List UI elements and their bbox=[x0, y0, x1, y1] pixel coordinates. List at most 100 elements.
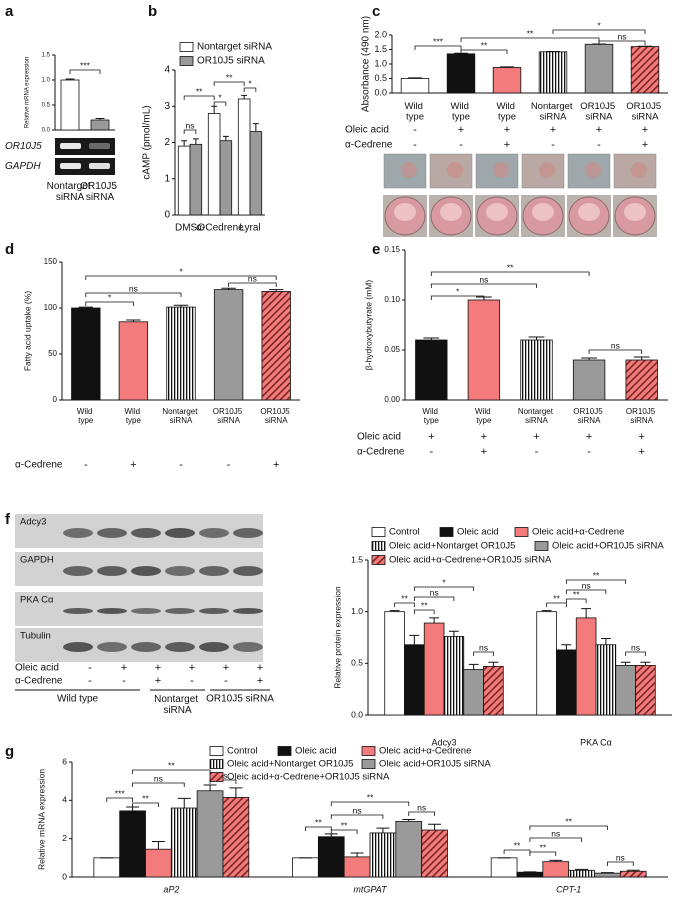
legend-label: Oleic acid+α-Cedrene bbox=[379, 746, 471, 757]
x-tick-label: Wild type bbox=[422, 407, 440, 425]
significance-bracket bbox=[132, 782, 185, 787]
significance-bracket bbox=[460, 37, 600, 42]
bar bbox=[536, 611, 557, 716]
significance-bracket bbox=[213, 81, 245, 86]
y-tick-label: 1.5 bbox=[42, 53, 51, 59]
legend-swatch bbox=[277, 746, 292, 756]
error-bar bbox=[95, 118, 105, 120]
bar bbox=[542, 861, 570, 878]
significance-bracket bbox=[529, 825, 608, 830]
condition-sign: + bbox=[481, 431, 487, 443]
significance-label: ** bbox=[527, 28, 534, 38]
bar bbox=[60, 79, 80, 131]
bar bbox=[249, 131, 263, 216]
group-label: OR10J5 siRNA bbox=[206, 694, 274, 705]
significance-label: ** bbox=[401, 593, 408, 603]
bar bbox=[395, 821, 423, 878]
bar bbox=[594, 872, 621, 878]
condition-sign: + bbox=[481, 446, 487, 458]
error-bar bbox=[428, 823, 442, 831]
significance-label: ** bbox=[341, 820, 348, 830]
significance-bracket bbox=[243, 87, 257, 92]
error-bar bbox=[626, 869, 640, 872]
bar bbox=[189, 143, 203, 216]
significance-bracket bbox=[546, 602, 567, 607]
significance-bracket bbox=[330, 814, 384, 819]
significance-label: ** bbox=[315, 817, 322, 827]
legend-swatch bbox=[439, 527, 454, 537]
significance-bracket bbox=[106, 797, 133, 802]
y-tick-label: 1.0 bbox=[42, 78, 51, 84]
significance-bracket bbox=[529, 837, 582, 842]
bar bbox=[222, 797, 250, 878]
x-tick-label: OR10J5 siRNA bbox=[260, 407, 292, 425]
blot-band bbox=[165, 566, 195, 576]
significance-label: ** bbox=[142, 793, 149, 803]
condition-label: α-Cedrene bbox=[15, 676, 63, 687]
error-bar bbox=[177, 797, 191, 808]
error-bar bbox=[600, 872, 614, 874]
significance-label: ** bbox=[573, 589, 580, 599]
legend-label: Oleic acid+Nontarget OR10J5 bbox=[389, 541, 515, 552]
significance-bracket bbox=[408, 811, 435, 816]
legend-label: OR10J5 siRNA bbox=[197, 56, 265, 67]
condition-sign: + bbox=[428, 431, 434, 443]
x-tick-label: OR10J5 siRNA bbox=[573, 407, 605, 425]
legend-swatch bbox=[179, 56, 194, 66]
error-bar bbox=[448, 630, 459, 637]
x-tick-label: aP2 bbox=[163, 884, 179, 894]
bar bbox=[635, 665, 656, 716]
significance-bracket bbox=[473, 651, 494, 656]
legend-label: Oleic acid+OR10J5 siRNA bbox=[552, 541, 664, 552]
x-tick-label: OR10J5 siRNA bbox=[80, 181, 119, 203]
error-bar bbox=[126, 806, 140, 811]
significance-label: ** bbox=[514, 840, 521, 850]
error-bar bbox=[222, 135, 229, 141]
error-bar bbox=[600, 638, 611, 645]
significance-label: * bbox=[597, 20, 601, 30]
blot-label: Adcy3 bbox=[20, 517, 46, 528]
bar bbox=[292, 857, 319, 878]
bar bbox=[261, 291, 291, 401]
group-label: Wild type bbox=[57, 694, 99, 705]
y-axis-label: Relative mRNA expression bbox=[25, 57, 31, 128]
error-bar bbox=[203, 784, 217, 791]
y-tick-label: 100 bbox=[44, 303, 58, 312]
significance-label: ns bbox=[616, 852, 625, 862]
blot-band bbox=[233, 642, 263, 652]
condition-sign: - bbox=[597, 139, 601, 151]
bar bbox=[575, 617, 597, 716]
blot-label: PKA Cα bbox=[20, 595, 54, 606]
well-highlight bbox=[624, 203, 646, 221]
blot-band bbox=[199, 642, 229, 652]
significance-bracket bbox=[430, 283, 537, 288]
significance-bracket bbox=[588, 349, 643, 354]
y-tick-label: 1.5 bbox=[351, 554, 363, 564]
bar bbox=[615, 665, 636, 716]
significance-bracket bbox=[414, 45, 462, 50]
legend-label: Oleic acid+Nontarget OR10J5 bbox=[227, 759, 353, 770]
error-bar bbox=[173, 304, 189, 308]
y-tick-label: 0.0 bbox=[42, 128, 51, 134]
blot-band bbox=[131, 642, 161, 652]
condition-sign: + bbox=[642, 124, 648, 136]
legend-swatch bbox=[534, 541, 549, 551]
y-tick-label: 0 bbox=[62, 871, 67, 881]
significance-label: ns bbox=[582, 580, 591, 590]
x-tick-label: Wild type bbox=[450, 101, 471, 122]
blot-band bbox=[131, 528, 161, 538]
condition-sign: + bbox=[642, 139, 648, 151]
condition-sign: + bbox=[504, 139, 510, 151]
error-bar bbox=[581, 357, 597, 360]
significance-bracket bbox=[330, 801, 410, 806]
blot-band bbox=[131, 608, 161, 614]
y-tick-label: 1.0 bbox=[374, 58, 387, 68]
x-tick-label: α-Cedrene bbox=[196, 223, 244, 234]
y-axis-label: Fatty acid uptake (%) bbox=[22, 291, 32, 371]
significance-label: ** bbox=[421, 600, 428, 610]
x-tick-label: Wild type bbox=[496, 101, 517, 122]
blot-band bbox=[199, 528, 229, 538]
y-axis-label: cAMP (pmol/mL) bbox=[142, 105, 153, 179]
panel-letter: b bbox=[148, 3, 157, 20]
y-tick-label: 0 bbox=[164, 210, 170, 221]
